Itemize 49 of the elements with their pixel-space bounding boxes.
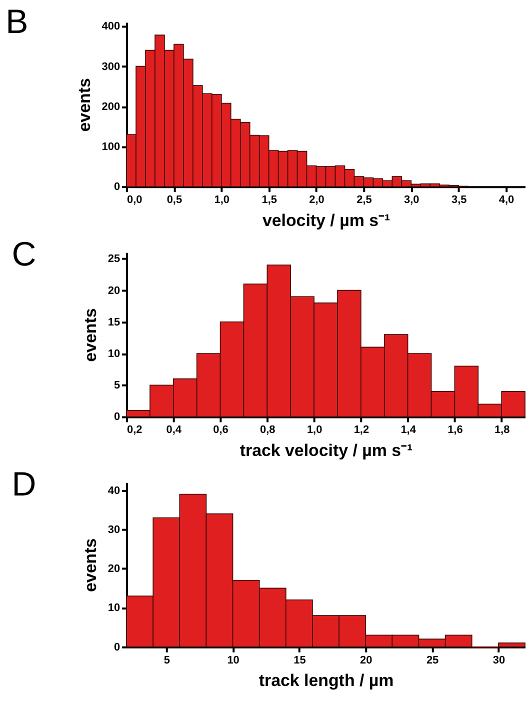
- y-tick-label: 100: [102, 141, 120, 153]
- x-tick-label: 2,5: [356, 194, 372, 206]
- x-tick-label: 0,0: [127, 194, 142, 206]
- y-tick-label: 20: [108, 563, 120, 576]
- x-tick-label: 0,4: [166, 424, 182, 436]
- x-tick-label: 15: [294, 654, 306, 666]
- x-tick-label: 2,0: [309, 194, 324, 206]
- x-tick-label: 1,5: [262, 194, 277, 206]
- x-tick-label: 1,8: [494, 424, 510, 436]
- y-tick-label: 30: [108, 524, 120, 536]
- chart-title: B: [6, 3, 28, 42]
- y-tick-label: 0: [114, 411, 120, 424]
- x-tick-label: 5: [164, 654, 170, 666]
- y-tick-label: 15: [108, 316, 120, 328]
- y-tick-label: 10: [108, 348, 120, 360]
- chart-title: D: [12, 465, 36, 504]
- x-tick-label: 3,5: [451, 194, 467, 206]
- y-tick-label: 10: [108, 602, 120, 614]
- x-tick-label: 4,0: [498, 194, 514, 206]
- x-tick-label: 0,8: [260, 424, 276, 436]
- y-tick-label: 5: [114, 380, 120, 392]
- y-tick-label: 200: [102, 100, 120, 113]
- x-tick-label: 30: [492, 654, 506, 666]
- x-axis-title: track length / µm: [258, 671, 394, 690]
- y-tick-label: 40: [108, 484, 120, 497]
- y-tick-label: 400: [102, 20, 120, 33]
- y-axis-title: events: [74, 78, 94, 132]
- x-tick-label: 0,2: [127, 424, 142, 436]
- y-tick-label: 25: [108, 253, 120, 266]
- x-tick-label: 1,4: [400, 424, 417, 436]
- x-tick-label: 1,2: [354, 424, 370, 436]
- y-tick-label: 0: [114, 181, 120, 194]
- x-tick-label: 20: [360, 654, 372, 666]
- x-axis-title: track velocity / µm s⁻¹: [240, 441, 414, 460]
- y-tick-label: 0: [114, 641, 120, 654]
- y-tick-label: 20: [108, 284, 120, 297]
- y-axis-title: events: [80, 308, 100, 362]
- x-tick-label: 1,0: [214, 194, 230, 206]
- x-tick-label: 1,6: [448, 424, 463, 436]
- chart-title: C: [12, 235, 36, 274]
- y-tick-label: 300: [102, 60, 120, 73]
- x-tick-label: 0,6: [213, 424, 228, 436]
- x-tick-label: 10: [227, 654, 240, 666]
- x-tick-label: 3,0: [404, 194, 420, 206]
- x-axis-title: velocity / µm s⁻¹: [262, 210, 390, 230]
- x-tick-label: 1,0: [306, 424, 322, 436]
- x-tick-label: 0,5: [166, 194, 182, 206]
- y-axis-title: events: [80, 538, 100, 592]
- x-tick-label: 25: [426, 654, 439, 666]
